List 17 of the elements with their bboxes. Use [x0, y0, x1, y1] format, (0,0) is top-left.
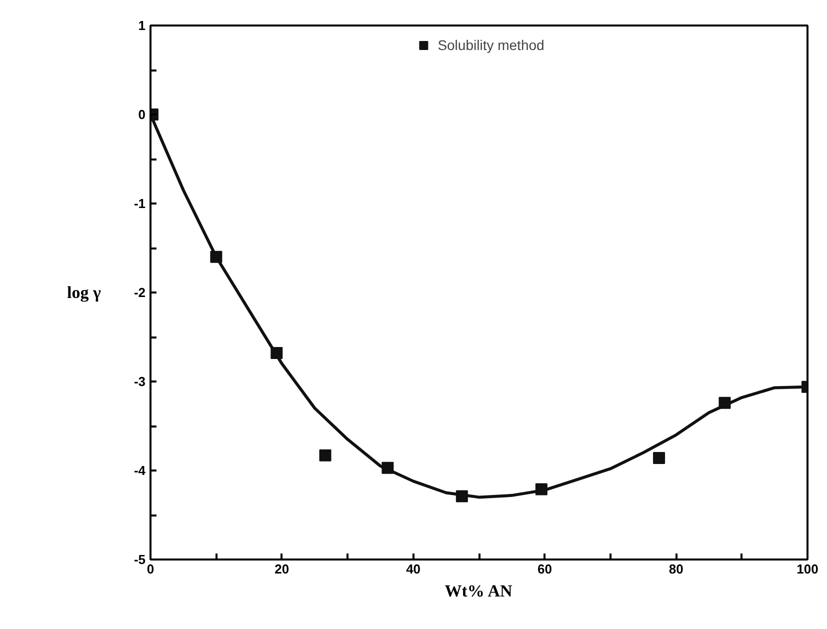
point: [319, 449, 332, 462]
legend-label: Solubility method: [438, 37, 544, 53]
x-tick-label: 60: [537, 562, 552, 576]
y-tick-label: -4: [134, 463, 146, 478]
y-tick-label: 1: [138, 18, 146, 33]
x-tick-label: 80: [668, 562, 684, 576]
y-tick-label: 0: [138, 107, 146, 122]
y-tick-label: -3: [134, 374, 146, 389]
x-tick-label: 100: [796, 562, 818, 576]
y-tick-label: -1: [134, 196, 146, 211]
y-tick-label: -2: [134, 285, 146, 300]
y-tick-label: -5: [134, 552, 146, 567]
x-tick-label: 20: [274, 562, 290, 576]
point: [653, 452, 666, 464]
y-axis-title: log γ: [67, 283, 101, 302]
x-tick-label: 40: [406, 562, 421, 576]
x-axis-title: Wt% AN: [444, 582, 514, 600]
